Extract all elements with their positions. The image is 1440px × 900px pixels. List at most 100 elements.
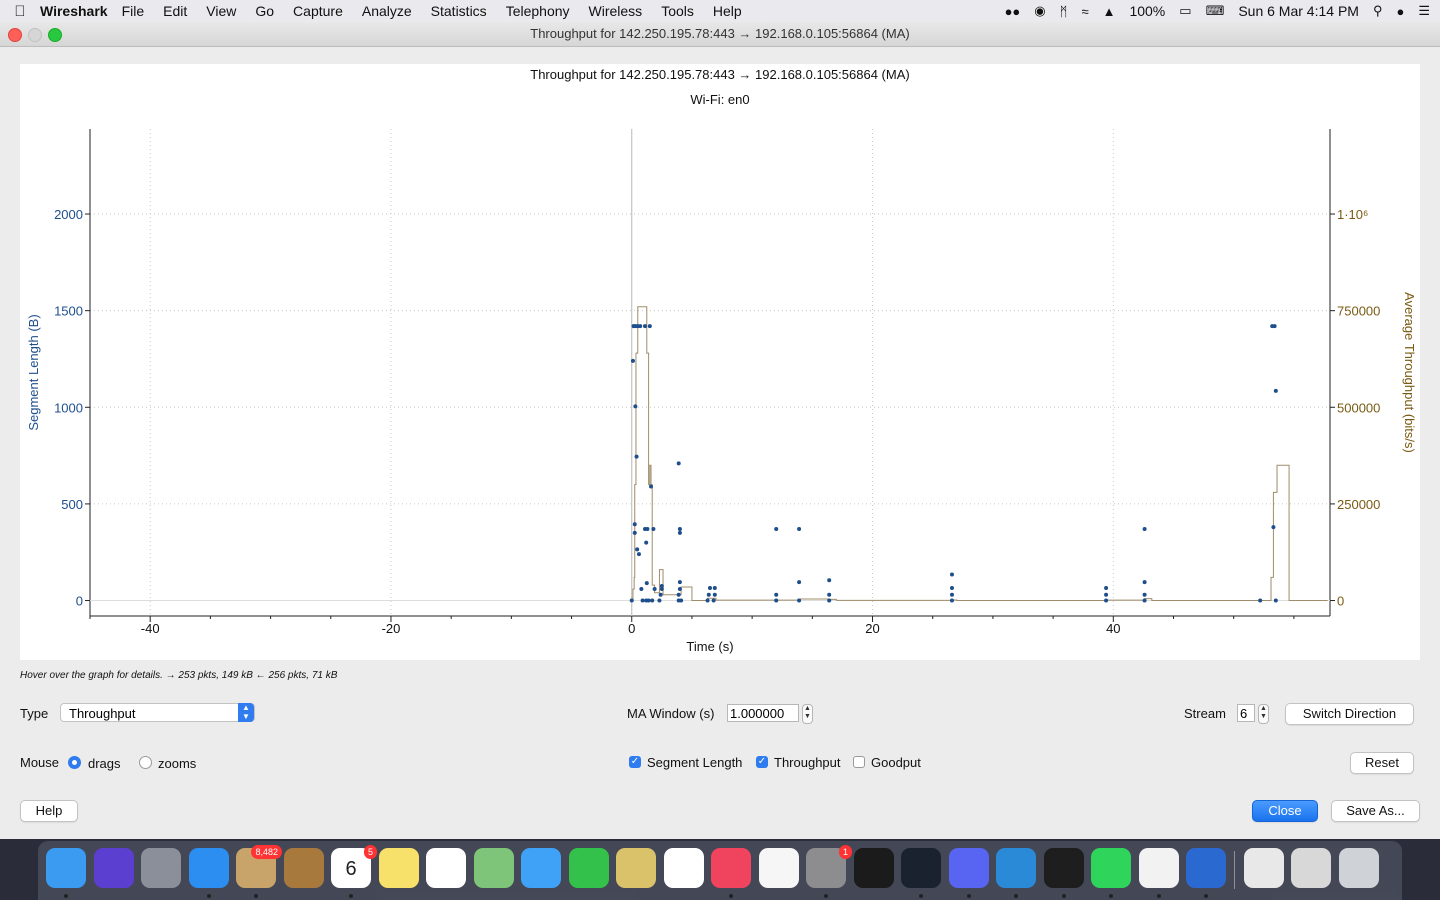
menu-edit[interactable]: Edit	[163, 3, 188, 19]
screenshots-stack-dock-icon[interactable]	[1291, 848, 1331, 888]
segment-length-point	[644, 540, 649, 545]
trash-dock-icon[interactable]	[1338, 848, 1379, 888]
launchpad-dock-icon[interactable]	[141, 848, 181, 888]
menu-tools[interactable]: Tools	[661, 3, 694, 19]
facetime-dock-icon[interactable]	[568, 848, 609, 888]
status-app2-icon[interactable]: ◉	[1034, 3, 1046, 18]
switch-direction-button[interactable]: Switch Direction	[1285, 703, 1414, 725]
vscode-dock-icon[interactable]	[996, 848, 1036, 888]
stream-input[interactable]: 6	[1237, 704, 1255, 722]
activity-monitor-dock-icon[interactable]	[853, 848, 894, 888]
mouse-zooms-radio[interactable]	[139, 756, 152, 769]
ma-window-input[interactable]: 1.000000	[727, 704, 799, 722]
reset-button[interactable]: Reset	[1350, 752, 1414, 774]
segment-length-point	[1104, 592, 1109, 597]
segment-length-label[interactable]: Segment Length	[647, 755, 743, 770]
terminal-dock-icon[interactable]	[1043, 848, 1084, 888]
downloads-stack-dock-icon[interactable]	[1243, 848, 1284, 888]
running-indicator	[206, 894, 211, 898]
battery-percent[interactable]: 100%	[1129, 3, 1166, 19]
menu-telephony[interactable]: Telephony	[505, 3, 570, 19]
wireshark-dock-icon[interactable]	[1186, 848, 1226, 888]
segment-length-point	[658, 592, 663, 597]
messages-dock-icon[interactable]	[521, 848, 561, 888]
apple-menu-icon[interactable]: 	[0, 3, 40, 20]
stream-stepper[interactable]: ▲ ▼	[1258, 704, 1269, 724]
chrome-dock-icon[interactable]	[1138, 848, 1179, 888]
segment-length-point	[635, 547, 640, 552]
segment-length-point	[652, 586, 657, 591]
system-preferences-dock-icon[interactable]: 1	[806, 845, 852, 888]
running-indicator	[64, 894, 68, 898]
finder-dock-icon[interactable]	[46, 848, 86, 888]
goodput-checkbox[interactable]	[853, 756, 865, 768]
throughput-chart[interactable]: Throughput for 142.250.195.78:443 → 192.…	[20, 64, 1420, 660]
siri-dock-icon[interactable]	[93, 848, 134, 888]
volume-icon[interactable]: ▲	[1102, 3, 1116, 19]
segment-length-point	[705, 598, 710, 603]
segment-length-point	[676, 461, 681, 466]
menu-capture[interactable]: Capture	[293, 3, 343, 19]
notes-dock-icon[interactable]	[378, 848, 419, 888]
menu-go[interactable]: Go	[255, 3, 275, 19]
segment-length-point	[797, 527, 802, 532]
y-tick-label: 2000	[54, 207, 83, 222]
siri-icon[interactable]: ●	[1396, 3, 1405, 19]
whatsapp-dock-icon[interactable]	[1091, 848, 1131, 888]
notification-badge: 8,482	[251, 845, 282, 859]
close-button[interactable]: Close	[1252, 800, 1318, 822]
throughput-window: Throughput for 142.250.195.78:443 → 192.…	[0, 22, 1440, 839]
bluetooth-icon[interactable]: ᛗ	[1059, 3, 1068, 19]
spotlight-search-icon[interactable]: ⚲	[1372, 3, 1383, 18]
graph-panel[interactable]: Throughput for 142.250.195.78:443 → 192.…	[20, 64, 1420, 660]
battery-icon[interactable]: ▭	[1179, 3, 1192, 18]
preview-dock-icon[interactable]	[616, 848, 656, 888]
mouse-drags-label[interactable]: drags	[88, 756, 121, 771]
throughput-checkbox[interactable]: ✓	[756, 756, 768, 768]
webex-dock-icon[interactable]	[901, 848, 941, 888]
ma-window-stepper[interactable]: ▲ ▼	[802, 704, 813, 724]
music-dock-icon[interactable]	[711, 848, 751, 888]
help-button[interactable]: Help	[20, 800, 78, 822]
control-center-icon[interactable]: ☰	[1418, 3, 1430, 18]
segment-length-point	[827, 592, 832, 597]
zoom-window-button[interactable]	[48, 28, 62, 42]
mouse-zooms-label[interactable]: zooms	[158, 756, 197, 771]
minimize-window-button[interactable]	[28, 28, 42, 42]
menu-analyze[interactable]: Analyze	[361, 3, 412, 19]
segment-length-point	[1272, 324, 1277, 329]
menu-statistics[interactable]: Statistics	[430, 3, 487, 19]
running-indicator	[349, 894, 353, 898]
numbers-dock-icon[interactable]	[663, 848, 704, 888]
discord-dock-icon[interactable]	[948, 848, 989, 888]
segment-length-checkbox[interactable]: ✓	[629, 756, 641, 768]
goodput-label[interactable]: Goodput	[871, 755, 921, 770]
segment-length-point	[949, 598, 954, 603]
close-window-button[interactable]	[8, 28, 22, 42]
app-menu[interactable]: Wireshark	[40, 3, 108, 19]
menu-view[interactable]: View	[206, 3, 237, 19]
safari-dock-icon[interactable]	[188, 848, 229, 888]
segment-length-point	[644, 581, 649, 586]
wifi-icon[interactable]: ≈	[1081, 3, 1089, 19]
save-as-button[interactable]: Save As...	[1331, 800, 1420, 822]
type-select[interactable]: Throughput ▲ ▼	[60, 703, 255, 722]
mouse-drags-radio[interactable]	[68, 756, 81, 769]
status-app-icon[interactable]: ●●	[1004, 3, 1021, 19]
contacts-dock-icon[interactable]	[283, 848, 324, 888]
reminders-dock-icon[interactable]	[426, 848, 466, 888]
segment-length-point	[646, 598, 651, 603]
menu-file[interactable]: File	[121, 3, 145, 19]
menu-wireless[interactable]: Wireless	[588, 3, 643, 19]
photos-dock-icon[interactable]	[758, 848, 799, 888]
clock[interactable]: Sun 6 Mar 4:14 PM	[1238, 3, 1359, 19]
throughput-label[interactable]: Throughput	[774, 755, 841, 770]
menu-help[interactable]: Help	[712, 3, 742, 19]
status-menus: ●● ◉ ᛗ ≈ ▲ 100% ▭ ⌨ Sun 6 Mar 4:14 PM ⚲ …	[1005, 0, 1430, 22]
mail-dock-icon[interactable]: 8,482	[236, 845, 282, 888]
menu-bar:  Wireshark File Edit View Go Capture An…	[0, 0, 1440, 22]
keyboard-icon[interactable]: ⌨	[1205, 3, 1225, 18]
maps-dock-icon[interactable]	[473, 848, 514, 888]
type-label: Type	[20, 706, 49, 721]
